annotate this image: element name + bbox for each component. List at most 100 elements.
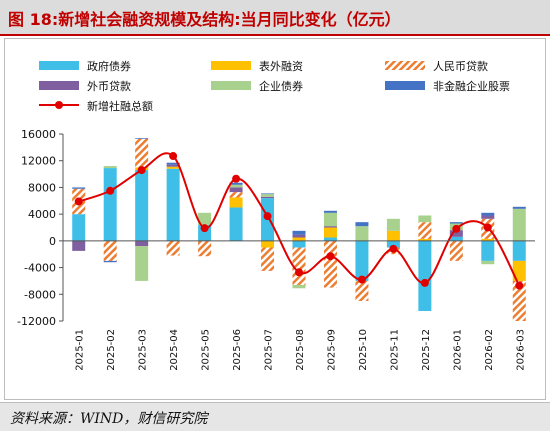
x-tick-label: 2025-06 (232, 329, 243, 371)
bar-corp-2025-05 (198, 212, 212, 225)
source-note: 资料来源：WIND，财信研究院 (10, 411, 208, 427)
bar-corp-2025-08 (292, 284, 306, 289)
bar-gov-2025-01 (72, 214, 86, 241)
x-tick-label: 2026-01 (452, 329, 463, 371)
bar-gov-2025-03 (135, 170, 149, 241)
bar-rmb-2025-10 (355, 280, 369, 301)
total-point-2025-03 (137, 166, 146, 175)
x-tick-label: 2025-02 (106, 329, 117, 371)
bar-gov-2026-02 (481, 240, 495, 261)
bar-corp-2025-09 (323, 212, 337, 227)
bar-nonfin-2026-01 (449, 222, 463, 224)
bar-gov-2025-06 (229, 207, 243, 241)
bar-nonfin-2025-06 (229, 182, 243, 185)
x-tick-label: 2025-07 (264, 329, 275, 371)
bar-rmb-2026-03 (512, 280, 526, 321)
x-tick-label: 2025-03 (138, 329, 149, 371)
x-tick-label: 2025-05 (201, 329, 212, 371)
total-point-2025-04 (169, 152, 178, 161)
y-tick-label: 0 (49, 235, 56, 248)
total-point-2025-08 (295, 268, 303, 277)
bar-offbalance-2025-06 (229, 197, 243, 208)
bar-rmb-2025-03 (135, 138, 149, 168)
bar-fx-2026-01 (449, 230, 463, 237)
legend-swatch-offbalance (211, 61, 251, 70)
bar-corp-2025-02 (103, 166, 117, 169)
bar-gov-2026-01 (449, 236, 463, 241)
x-tick-label: 2025-11 (389, 329, 400, 371)
y-tick-label: -8000 (24, 288, 56, 301)
bar-nonfin-2025-02 (103, 260, 117, 263)
title-bar: 图 18:新增社会融资规模及结构:当月同比变化（亿元） (0, 0, 550, 36)
bar-nonfin-2025-09 (323, 210, 337, 213)
y-tick-label: -12000 (17, 315, 56, 328)
bar-gov-2025-02 (103, 168, 117, 241)
bar-offbalance-2025-07 (261, 240, 275, 248)
total-point-2026-01 (452, 224, 461, 233)
bar-corp-2025-10 (355, 226, 369, 241)
bar-fx-2025-08 (292, 234, 306, 238)
total-point-2025-01 (74, 197, 83, 206)
bar-gov-2025-09 (323, 237, 337, 241)
bar-offbalance-2025-12 (418, 238, 432, 241)
bar-corp-2026-03 (512, 208, 526, 241)
bar-fx-2026-02 (481, 215, 495, 219)
bar-rmb-2025-06 (229, 192, 243, 198)
legend-label-rmb: 人民币贷款 (433, 59, 488, 73)
y-tick-label: 12000 (21, 155, 56, 168)
y-tick-label: 8000 (28, 181, 56, 194)
total-point-2025-05 (200, 224, 209, 233)
y-tick-label: -4000 (24, 262, 56, 275)
bar-nonfin-2025-04 (166, 162, 180, 165)
bar-offbalance-2026-02 (481, 238, 495, 241)
bar-offbalance-2025-09 (323, 227, 337, 238)
chart-panel: 政府债券 表外融资 人民币贷款 外币贷款 企业债券 非金融企业股票 新增社融总额 -1200… (4, 38, 546, 400)
x-tick-label: 2025-01 (75, 329, 86, 371)
x-tick-label: 2025-10 (358, 329, 369, 371)
bar-offbalance-2026-03 (512, 260, 526, 281)
legend-label-corp: 企业债券 (259, 79, 303, 93)
legend-swatch-gov (39, 61, 79, 70)
bar-gov-2025-12 (418, 240, 432, 311)
bar-gov-2025-10 (355, 240, 369, 281)
legend-swatch-corp (211, 81, 251, 90)
bar-rmb-2025-07 (261, 247, 275, 271)
legend-label-nonfin: 非金融企业股票 (433, 79, 510, 93)
total-point-2025-10 (357, 275, 366, 284)
bar-gov-2025-08 (292, 240, 306, 248)
legend-swatch-fx (39, 81, 79, 90)
bar-nonfin-2025-08 (292, 230, 306, 235)
bar-nonfin-2025-03 (135, 138, 149, 139)
bar-fx-2025-07 (261, 196, 275, 199)
legend-label-gov: 政府债券 (87, 59, 131, 73)
bar-nonfin-2025-01 (72, 187, 86, 189)
total-point-2025-11 (389, 244, 398, 253)
legend-swatch-total-marker (55, 101, 63, 109)
y-tick-label: 4000 (28, 208, 56, 221)
bar-corp-2025-11 (386, 218, 400, 231)
bar-fx-2025-04 (166, 164, 180, 167)
total-point-2025-07 (263, 212, 272, 221)
bars-group (72, 138, 526, 321)
bar-nonfin-2025-07 (261, 193, 275, 195)
legend-label-offbalance: 表外融资 (259, 59, 303, 73)
bar-offbalance-2025-04 (166, 166, 180, 169)
total-point-2025-12 (420, 278, 429, 287)
bar-offbalance-2025-11 (386, 230, 400, 241)
bar-corp-2025-03 (135, 246, 149, 281)
y-tick-label: 16000 (21, 128, 56, 141)
total-point-2026-02 (483, 223, 492, 232)
total-point-2025-06 (232, 174, 241, 183)
bar-fx-2025-03 (135, 240, 149, 247)
bar-nonfin-2025-10 (355, 222, 369, 227)
bar-nonfin-2026-03 (512, 206, 526, 209)
bar-rmb-2025-04 (166, 240, 180, 256)
bar-corp-2025-12 (418, 215, 432, 223)
bar-fx-2025-09 (323, 226, 337, 228)
x-tick-label: 2026-03 (515, 329, 526, 371)
legend-swatch-rmb (385, 61, 425, 70)
x-tick-label: 2025-08 (295, 329, 306, 371)
bar-offbalance-2025-08 (292, 237, 306, 241)
